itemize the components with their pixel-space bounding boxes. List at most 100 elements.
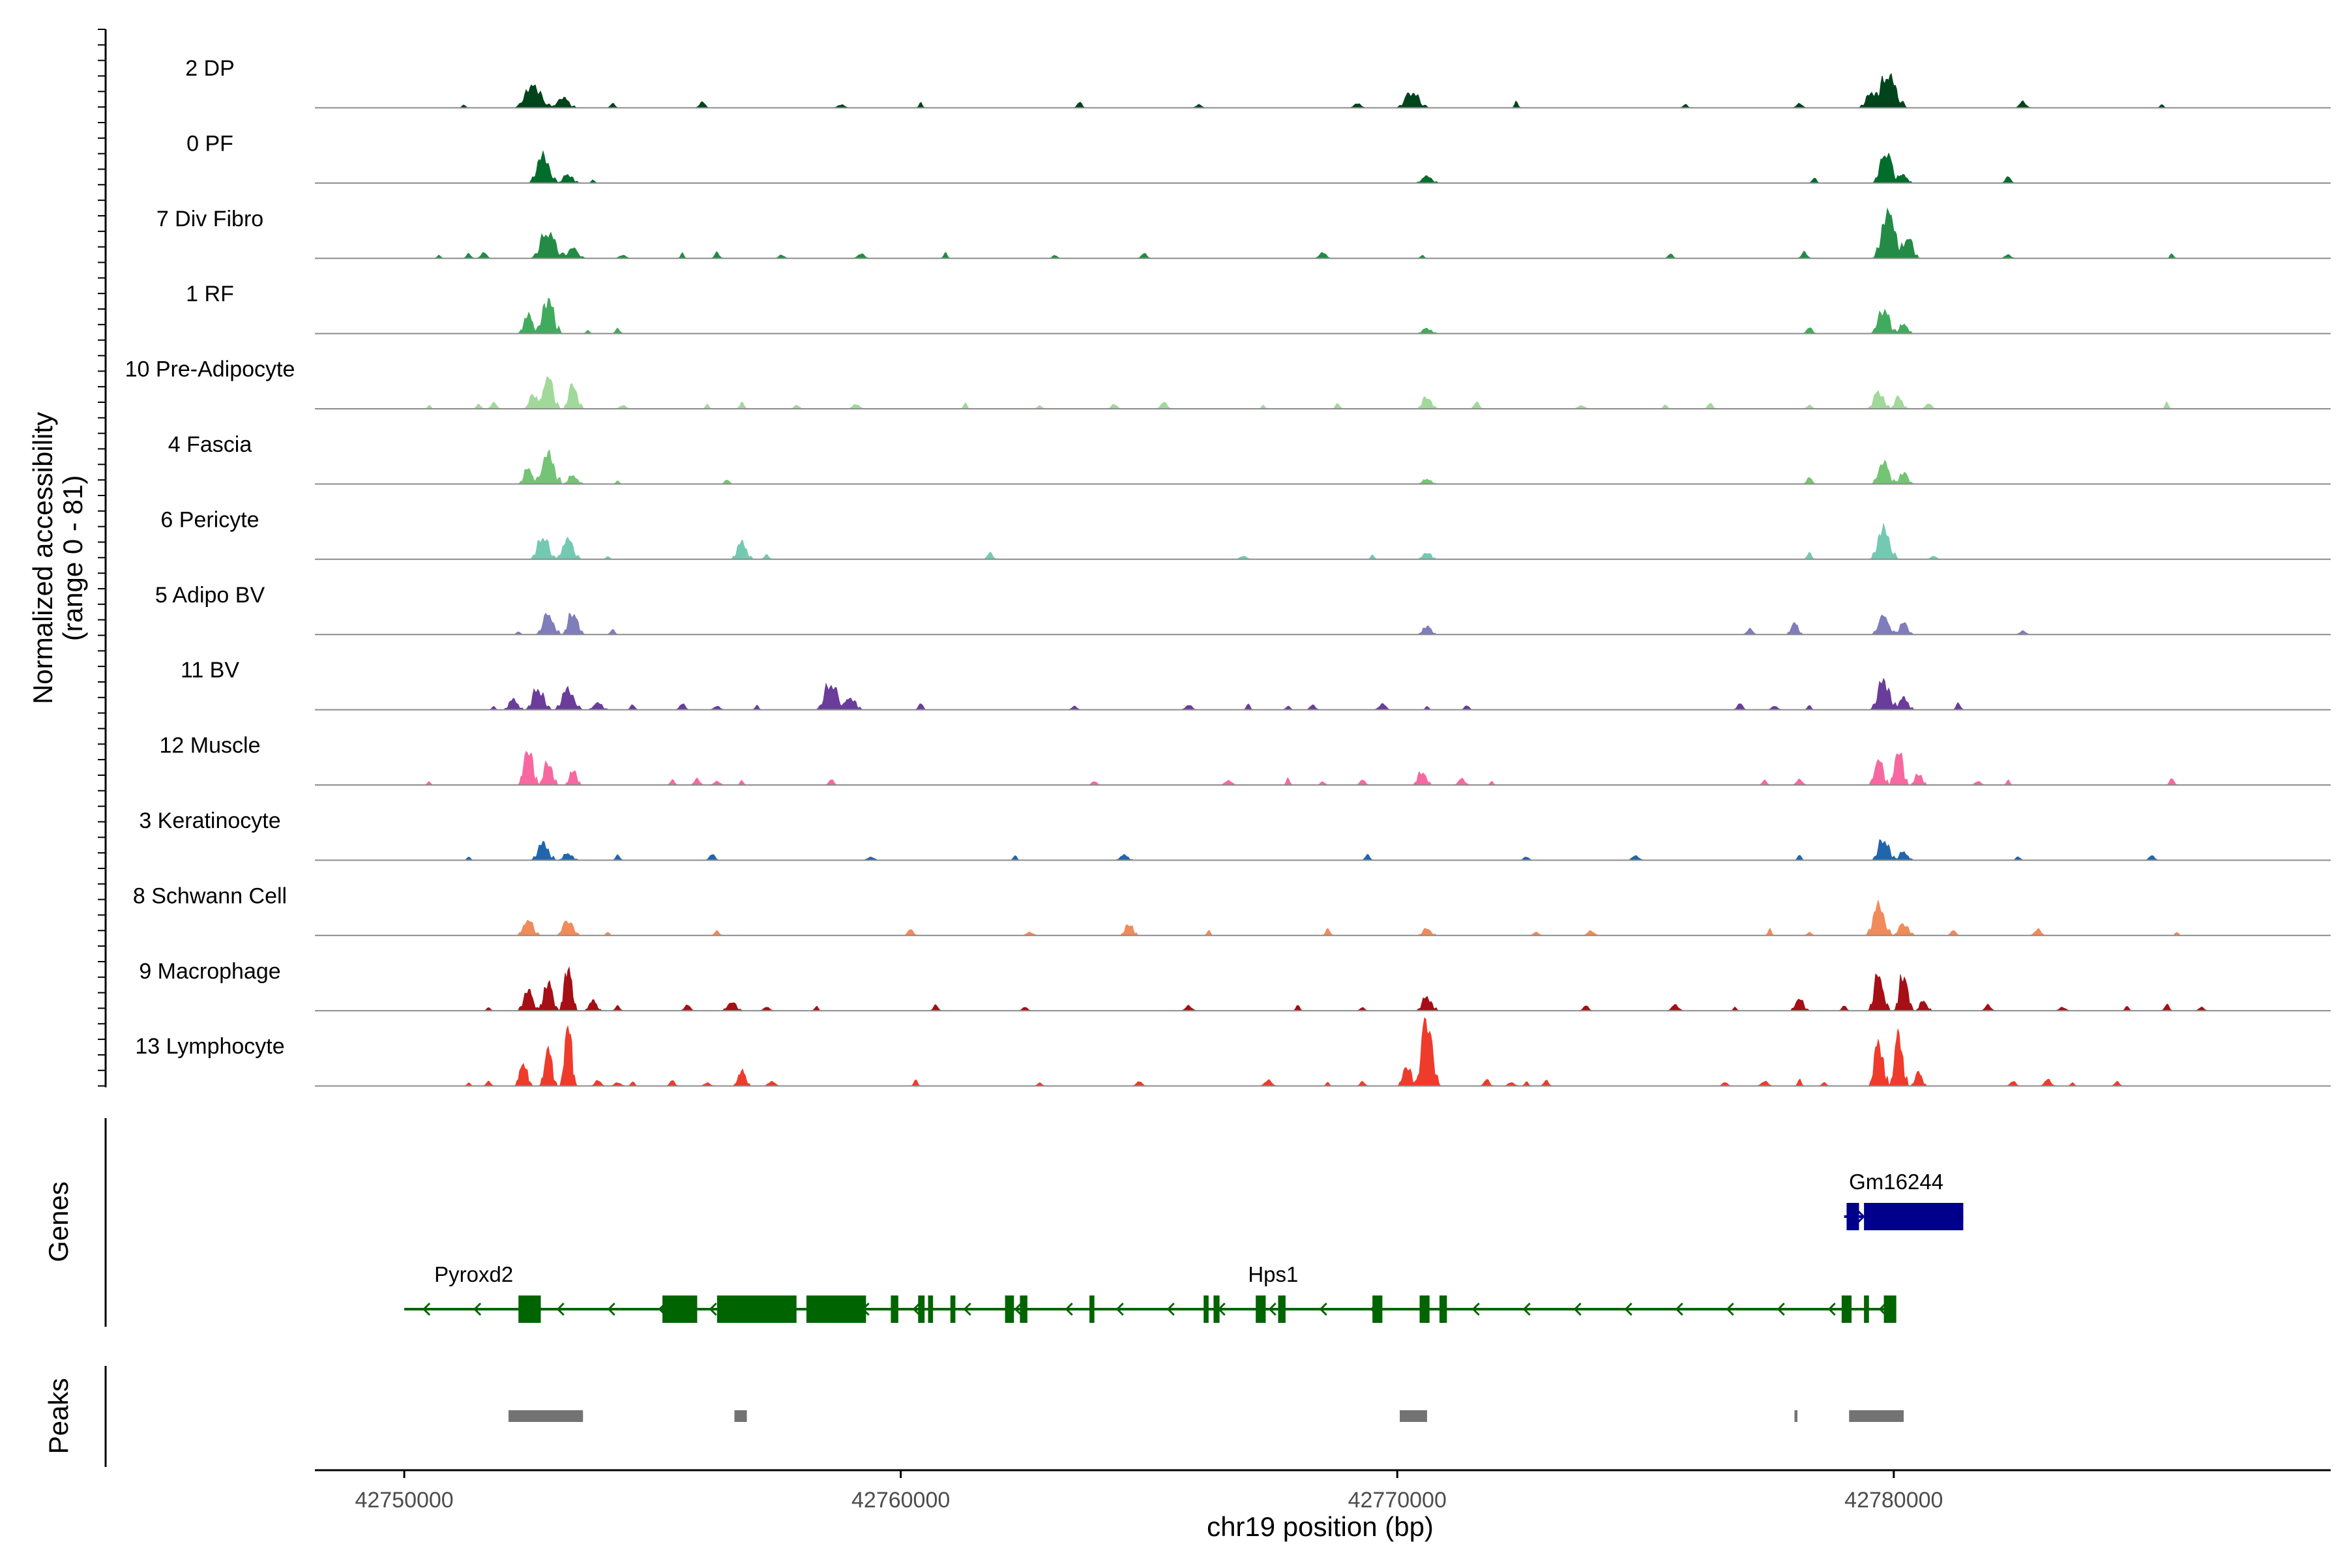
peak-region — [509, 1410, 583, 1422]
strand-arrow — [1268, 1302, 1277, 1316]
gene-exon — [1020, 1295, 1027, 1323]
gene-exon — [950, 1295, 956, 1323]
gene-exon — [1864, 1203, 1964, 1230]
gene-exon — [806, 1295, 866, 1323]
coverage-tracks: 2 DP 0 PF 7 Div Fibro 1 RF 10 Pre-Adipocyte 4… — [125, 56, 2331, 1087]
strand-arrow — [912, 1302, 921, 1316]
y-axis-title-line2: (range 0 - 81) — [57, 475, 88, 641]
strand-arrow — [1014, 1302, 1022, 1316]
strand-arrow — [422, 1302, 431, 1316]
peak-region — [1400, 1410, 1427, 1422]
track-label: 2 DP — [185, 56, 235, 81]
track-12-muscle: 12 Muscle — [160, 733, 2331, 786]
track-label: 5 Adipo BV — [155, 583, 265, 608]
track-13-lymphocyte: 13 Lymphocyte — [135, 1017, 2331, 1087]
gene-exon — [1841, 1295, 1852, 1323]
peak-track — [509, 1410, 1904, 1422]
track-label: 7 Div Fibro — [156, 207, 263, 231]
gene-exon — [1256, 1295, 1266, 1323]
strand-arrow — [1065, 1302, 1073, 1316]
track-label: 10 Pre-Adipocyte — [125, 357, 295, 382]
gene-exon — [1439, 1295, 1447, 1323]
gene-label: Hps1 — [1248, 1262, 1298, 1286]
gene-exon — [1203, 1295, 1209, 1323]
strand-arrow — [1777, 1302, 1785, 1316]
track-6-pericyte: 6 Pericyte — [160, 507, 2331, 560]
strand-arrow — [1675, 1302, 1683, 1316]
track-11-bv: 11 BV — [181, 658, 2331, 711]
x-tick-label: 42750000 — [355, 1488, 453, 1513]
strand-arrow — [607, 1302, 615, 1316]
gene-exon — [1005, 1295, 1014, 1323]
strand-arrow — [963, 1302, 971, 1316]
gene-exon — [1864, 1295, 1869, 1323]
strand-arrow — [1624, 1302, 1632, 1316]
gene-exon — [1846, 1203, 1859, 1230]
strand-arrow — [1115, 1302, 1124, 1316]
peak-region — [734, 1410, 747, 1422]
strand-arrow — [1827, 1302, 1836, 1316]
track-label: 3 Keratinocyte — [139, 808, 280, 833]
peaks-panel-label: Peaks — [43, 1378, 74, 1455]
peak-region — [1849, 1410, 1904, 1422]
gene-hps1: Hps1 — [538, 1262, 1897, 1323]
track-label: 13 Lymphocyte — [135, 1034, 284, 1059]
strand-arrow — [1522, 1302, 1531, 1316]
gene-exon — [1278, 1295, 1286, 1323]
gene-exon — [662, 1295, 698, 1323]
track-label: 11 BV — [181, 658, 239, 683]
gene-exon — [1419, 1295, 1430, 1323]
x-tick-label: 42780000 — [1844, 1488, 1943, 1513]
y-axis-title-line1: Normalized accessibility — [27, 412, 58, 704]
gene-gm16244: Gm16244 — [1844, 1170, 1964, 1230]
track-9-macrophage: 9 Macrophage — [139, 959, 2331, 1012]
gene-exon — [918, 1295, 925, 1323]
track-0-pf: 0 PF — [186, 131, 2331, 184]
gene-exon — [928, 1295, 934, 1323]
track-10-pre-adipocyte: 10 Pre-Adipocyte — [125, 357, 2331, 409]
gene-exon — [1372, 1295, 1383, 1323]
track-3-keratinocyte: 3 Keratinocyte — [139, 808, 2331, 861]
track-label: 4 Fascia — [168, 432, 252, 457]
x-tick-label: 42770000 — [1348, 1488, 1447, 1513]
gene-exon — [716, 1295, 797, 1323]
track-label: 6 Pericyte — [160, 507, 259, 532]
track-8-schwann-cell: 8 Schwann Cell — [133, 883, 2331, 936]
gene-label: Pyroxd2 — [434, 1262, 513, 1286]
track-label: 8 Schwann Cell — [133, 883, 287, 908]
axes: 42750000 42760000 42770000 42780000 — [98, 29, 2331, 1513]
track-4-fascia: 4 Fascia — [168, 432, 2331, 485]
track-label: 9 Macrophage — [139, 959, 280, 984]
gene-exon — [1213, 1295, 1220, 1323]
peak-region — [1794, 1410, 1798, 1422]
track-label: 0 PF — [186, 131, 233, 156]
strand-arrow — [1726, 1302, 1734, 1316]
strand-arrow — [709, 1302, 717, 1316]
genes-panel-label: Genes — [43, 1181, 74, 1262]
track-5-adipo-bv: 5 Adipo BV — [155, 583, 2331, 636]
gene-track: Gm16244 Pyroxd2 Hps1 — [404, 1170, 1964, 1323]
strand-arrow — [556, 1302, 565, 1316]
strand-arrow — [1319, 1302, 1327, 1316]
gene-exon — [518, 1295, 541, 1323]
gene-label: Gm16244 — [1849, 1170, 1943, 1194]
strand-arrow — [1166, 1302, 1175, 1316]
strand-arrow — [1573, 1302, 1582, 1316]
track-label: 1 RF — [186, 282, 234, 306]
strand-arrow — [1471, 1302, 1480, 1316]
gene-exon — [891, 1295, 898, 1323]
track-2-dp: 2 DP — [185, 56, 2331, 109]
gene-exon — [1883, 1295, 1897, 1323]
track-label: 12 Muscle — [160, 733, 261, 758]
track-1-rf: 1 RF — [186, 282, 2331, 334]
strand-arrow — [1857, 1209, 1865, 1224]
strand-arrow — [473, 1302, 482, 1316]
gene-exon — [1089, 1295, 1095, 1323]
x-axis-title: chr19 position (bp) — [1207, 1511, 1434, 1542]
x-tick-label: 42760000 — [851, 1488, 950, 1513]
gene-pyroxd2: Pyroxd2 — [404, 1262, 541, 1323]
track-7-div-fibro: 7 Div Fibro — [156, 207, 2331, 259]
